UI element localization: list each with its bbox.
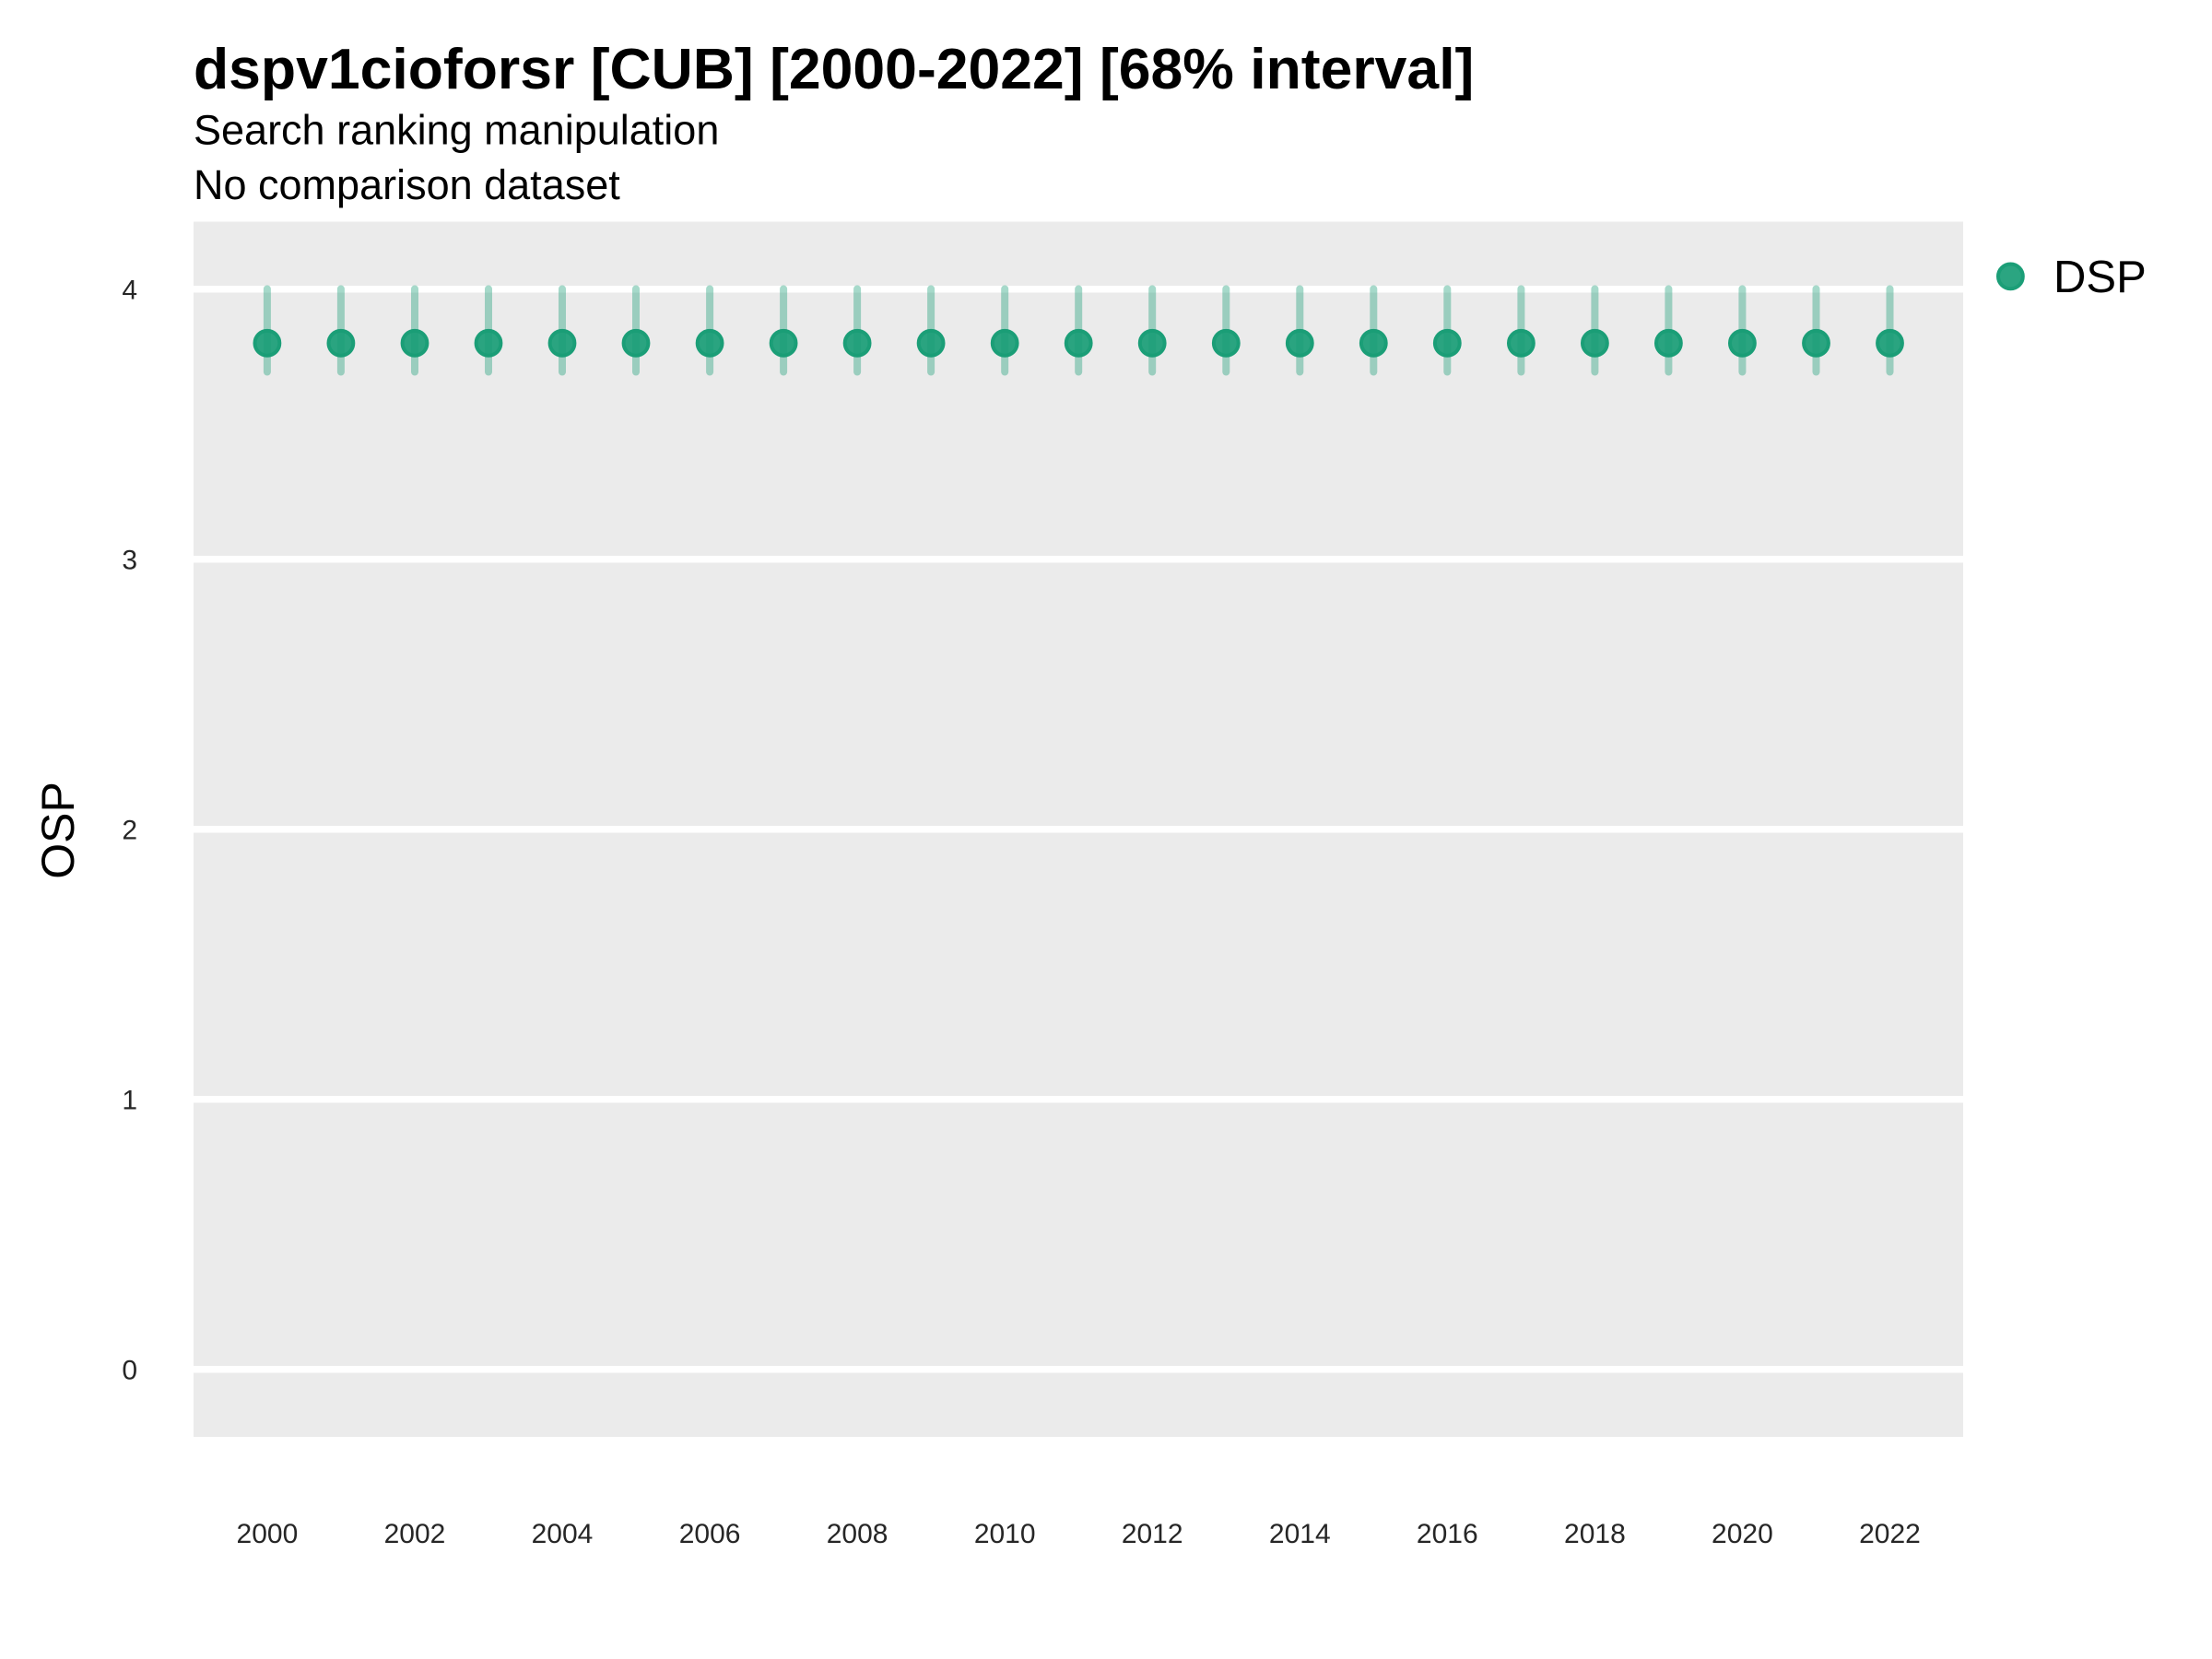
svg-text:2008: 2008 bbox=[827, 1519, 888, 1549]
svg-text:No comparison dataset: No comparison dataset bbox=[194, 161, 620, 208]
svg-text:2018: 2018 bbox=[1564, 1519, 1626, 1549]
svg-text:2022: 2022 bbox=[1859, 1519, 1921, 1549]
svg-text:2: 2 bbox=[122, 815, 137, 845]
svg-text:2004: 2004 bbox=[532, 1519, 594, 1549]
svg-text:2016: 2016 bbox=[1417, 1519, 1478, 1549]
svg-text:Search ranking manipulation: Search ranking manipulation bbox=[194, 106, 719, 153]
svg-text:4: 4 bbox=[122, 275, 137, 305]
svg-text:1: 1 bbox=[122, 1085, 137, 1115]
svg-text:2020: 2020 bbox=[1712, 1519, 1773, 1549]
svg-text:0: 0 bbox=[122, 1355, 137, 1385]
svg-text:2000: 2000 bbox=[237, 1519, 299, 1549]
svg-text:2014: 2014 bbox=[1269, 1519, 1331, 1549]
svg-text:2006: 2006 bbox=[679, 1519, 741, 1549]
svg-text:dspv1cioforsr [CUB] [2000-2022: dspv1cioforsr [CUB] [2000-2022] [68% int… bbox=[194, 37, 1474, 101]
svg-text:OSP: OSP bbox=[32, 782, 84, 879]
svg-text:2010: 2010 bbox=[974, 1519, 1036, 1549]
svg-text:DSP: DSP bbox=[2053, 253, 2147, 302]
svg-text:2002: 2002 bbox=[384, 1519, 446, 1549]
svg-text:2012: 2012 bbox=[1122, 1519, 1183, 1549]
svg-text:3: 3 bbox=[122, 545, 137, 575]
